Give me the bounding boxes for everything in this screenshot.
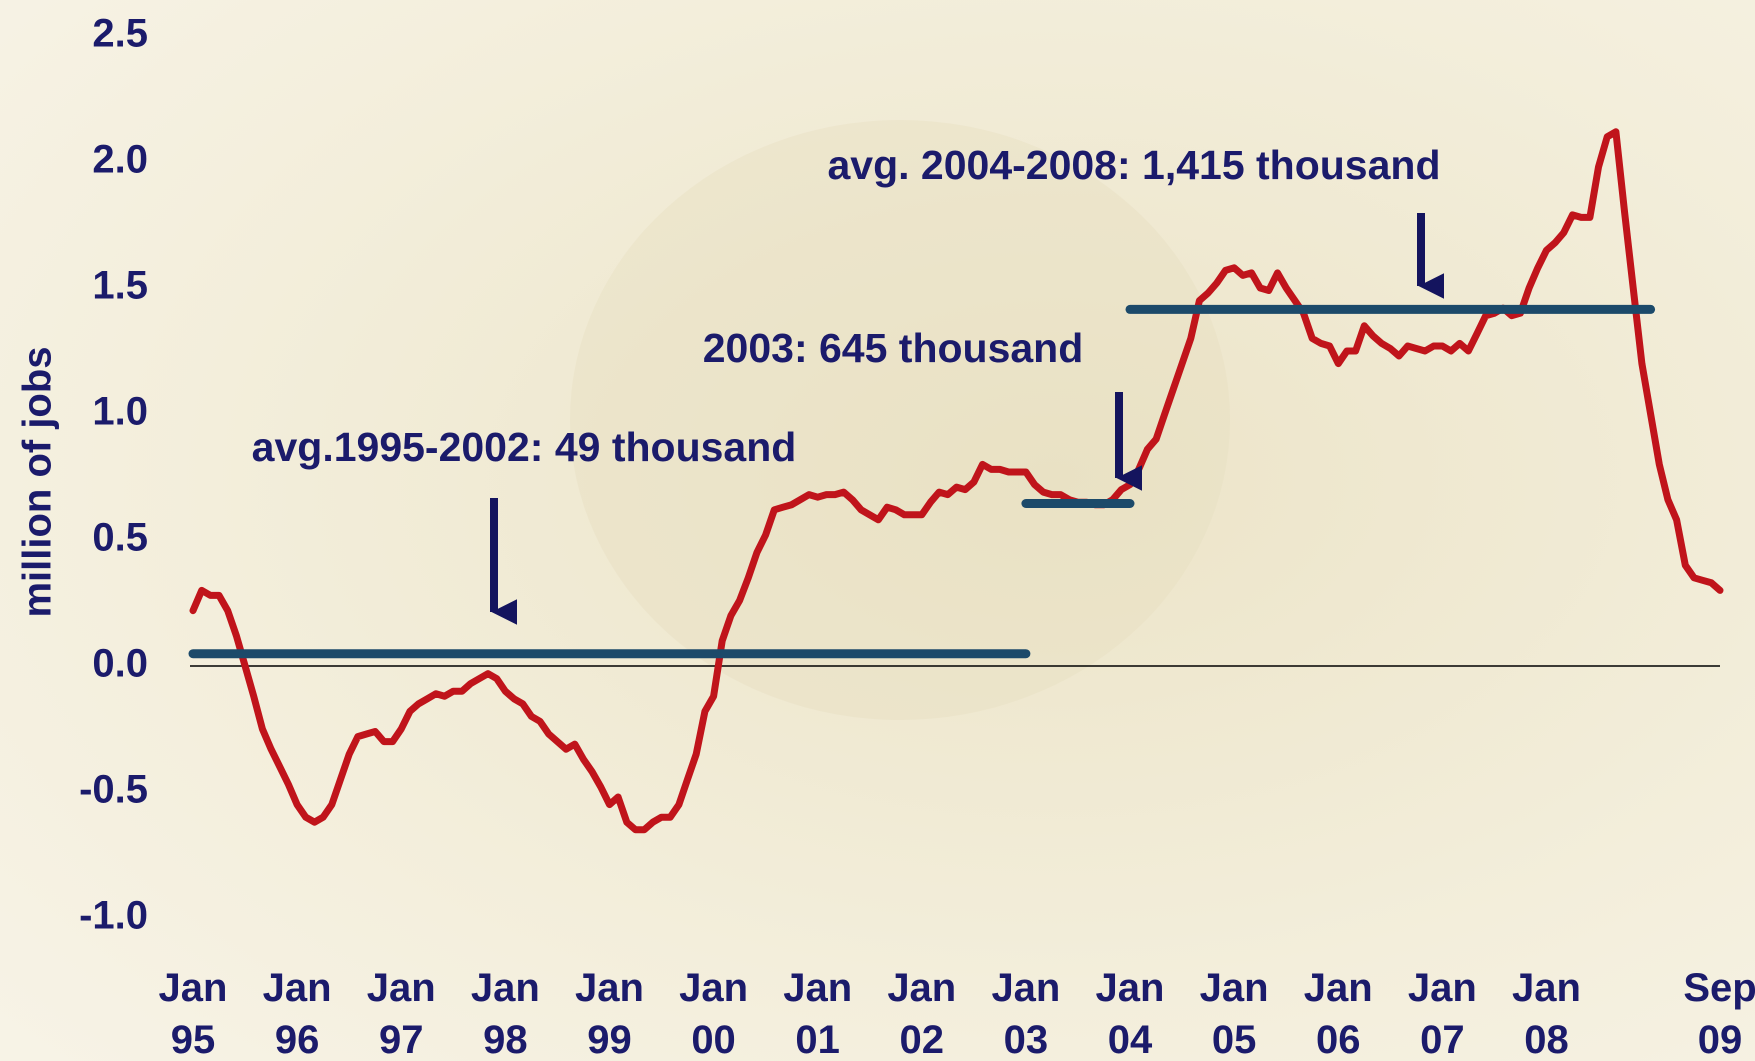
background-pattern [570, 120, 1230, 720]
y-tick-label: 2.0 [92, 138, 148, 182]
chart: million of jobs -1.0 -0.5 0.0 0.5 1.0 1.5 2.0 2… [0, 0, 1755, 1061]
annotation: 2003: 645 thousand [703, 325, 1084, 371]
y-tick-label: 2.5 [92, 12, 148, 56]
annotation: avg. 2004-2008: 1,415 thousand [827, 142, 1440, 188]
y-axis-label: million of jobs [16, 346, 60, 617]
y-tick-label: 1.5 [92, 264, 148, 308]
annotation: avg.1995-2002: 49 thousand [252, 424, 797, 470]
y-tick-label: 0.5 [92, 516, 148, 560]
y-tick-label: 0.0 [92, 642, 148, 686]
y-tick-label: -1.0 [79, 894, 148, 938]
page: million of jobs -1.0 -0.5 0.0 0.5 1.0 1.5 2.0 2… [0, 0, 1755, 1061]
y-tick-label: 1.0 [92, 390, 148, 434]
y-tick-label: -0.5 [79, 768, 148, 812]
